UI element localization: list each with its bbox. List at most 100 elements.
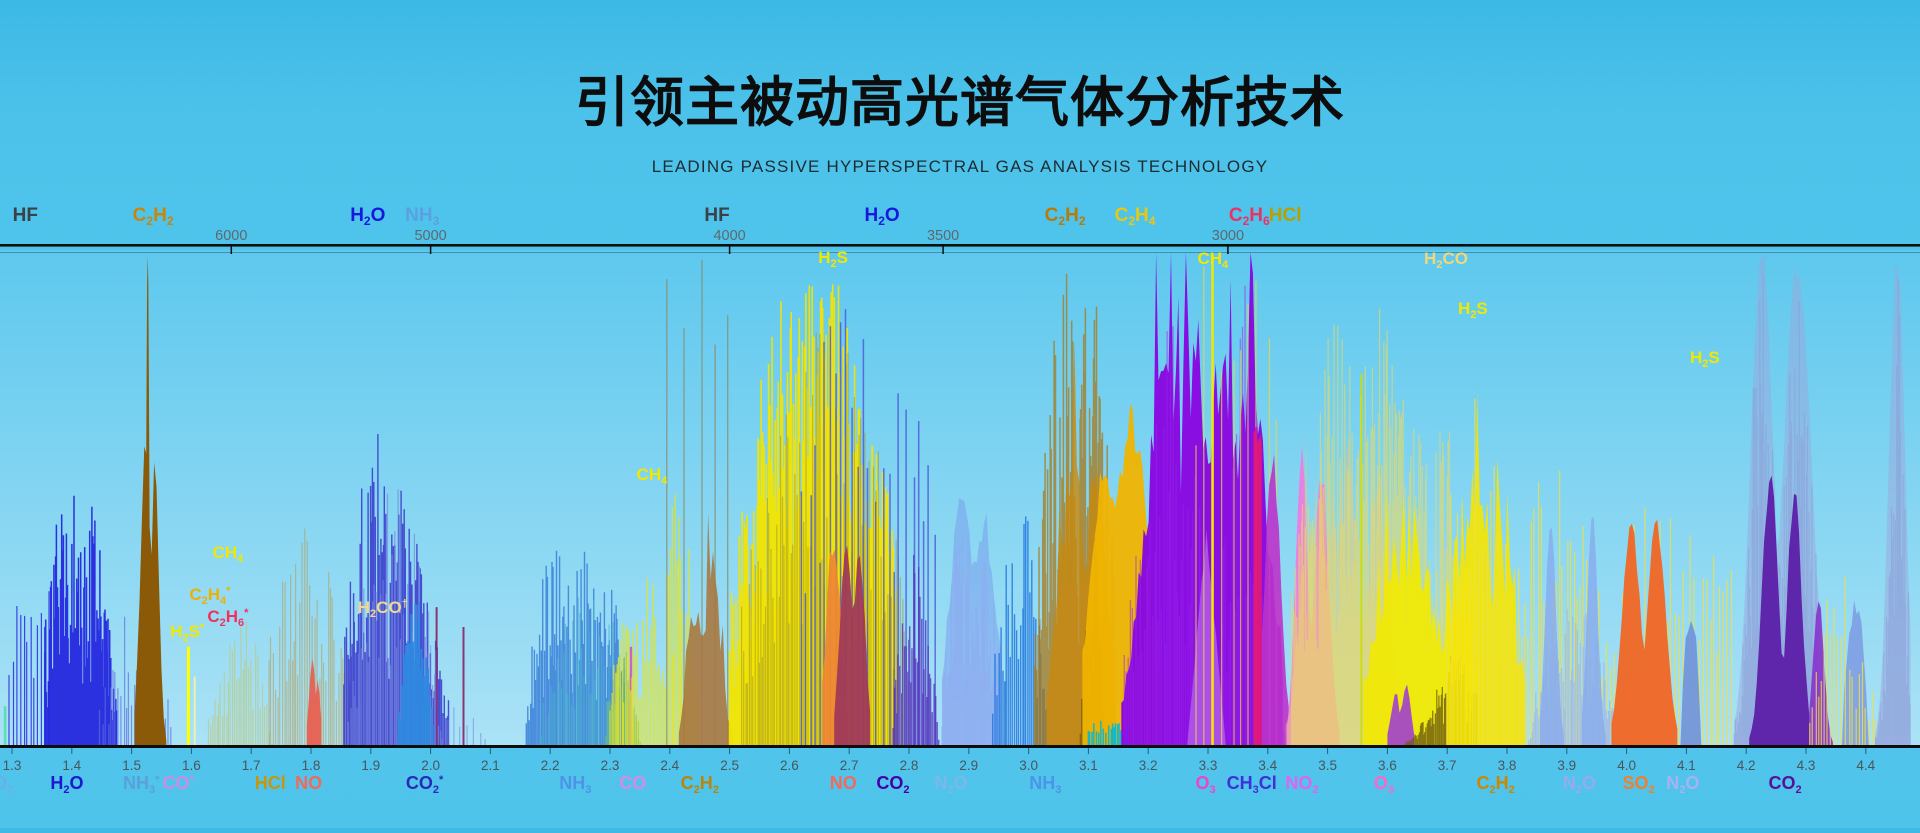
spectral-band bbox=[1875, 277, 1911, 746]
spectral-band bbox=[1680, 620, 1702, 746]
spectral-band bbox=[134, 446, 167, 746]
molecule-label-top: HF bbox=[704, 205, 729, 226]
molecule-label-top: C2H2 bbox=[133, 205, 174, 228]
molecule-label-bottom: N2O bbox=[1666, 773, 1699, 796]
bottom-tick-label: 2.4 bbox=[660, 758, 679, 773]
top-axis-line bbox=[0, 244, 1920, 247]
plot-label: CH4 bbox=[213, 543, 245, 565]
molecule-label-bottom: NH3* bbox=[123, 773, 160, 796]
spectral-band bbox=[1749, 475, 1809, 746]
molecule-label-bottom: C2H2 bbox=[681, 773, 719, 796]
molecule-label-top: H2O bbox=[864, 205, 899, 228]
molecule-label-bottom: NH3 bbox=[559, 773, 591, 796]
molecule-label-bottom: N2O bbox=[1563, 773, 1596, 796]
molecule-label-bottom: SO2 bbox=[1623, 773, 1655, 796]
molecule-label-bottom: HCl bbox=[255, 773, 286, 793]
molecule-label-bottom: C2H2 bbox=[1476, 773, 1514, 796]
spectral-band bbox=[892, 555, 940, 746]
spectral-band bbox=[678, 512, 733, 746]
spectral-band bbox=[834, 545, 871, 746]
molecule-label-top: NH3 bbox=[405, 205, 439, 228]
spectral-band bbox=[1809, 576, 1877, 746]
molecule-label-bottom: NO bbox=[295, 773, 322, 793]
molecule-label-top: C2H6 bbox=[1229, 205, 1270, 228]
spectral-band bbox=[145, 255, 151, 746]
spectral-band bbox=[306, 658, 322, 746]
page-title: 引领主被动高光谱气体分析技术 bbox=[575, 73, 1345, 133]
plot-label: H2CO† bbox=[358, 598, 408, 620]
bottom-tick-label: 1.4 bbox=[62, 758, 81, 773]
top-tick-label: 4000 bbox=[713, 228, 745, 244]
spectral-band bbox=[44, 495, 118, 746]
molecule-label-top: H2O bbox=[350, 205, 385, 228]
bottom-tick-label: 2.9 bbox=[959, 758, 978, 773]
molecule-label-bottom: O3 bbox=[1196, 773, 1216, 796]
molecule-label-bottom: O3 bbox=[1374, 773, 1394, 796]
molecule-label-bottom: N2O bbox=[934, 773, 967, 796]
plot-label: H2S bbox=[818, 248, 848, 270]
bottom-tick-label: 2.6 bbox=[780, 758, 799, 773]
top-tick-label: 3500 bbox=[927, 228, 959, 244]
bottom-tick-label: 3.5 bbox=[1318, 758, 1337, 773]
spectral-band bbox=[268, 528, 352, 746]
bottom-axis-line bbox=[0, 745, 1920, 748]
top-axis-subline bbox=[0, 252, 1920, 253]
plot-label: H2S bbox=[1690, 348, 1720, 370]
plot-label: H2S* bbox=[170, 622, 205, 644]
bottom-tick-label: 4.1 bbox=[1677, 758, 1696, 773]
spectral-band bbox=[941, 530, 1002, 746]
plot-label: CH4 bbox=[637, 465, 669, 487]
bottom-tick-label: 2.3 bbox=[601, 758, 620, 773]
bottom-tick-label: 4.4 bbox=[1856, 758, 1875, 773]
plot-label: C2H4* bbox=[189, 585, 231, 607]
spectral-band bbox=[1611, 519, 1678, 746]
bottom-tick-label: 3.2 bbox=[1139, 758, 1158, 773]
bottom-tick-label: 3.3 bbox=[1199, 758, 1218, 773]
bottom-tick-label: 2.1 bbox=[481, 758, 500, 773]
bottom-tick-label: 1.3 bbox=[3, 758, 22, 773]
bottom-tick-label: 4.2 bbox=[1737, 758, 1756, 773]
bottom-tick-label: 1.9 bbox=[361, 758, 380, 773]
spectral-band bbox=[1253, 426, 1262, 746]
bottom-tick-label: 2.2 bbox=[541, 758, 560, 773]
molecule-label-bottom: NO bbox=[830, 773, 857, 793]
top-tick-label: 5000 bbox=[414, 228, 446, 244]
molecule-label-bottom: NO2 bbox=[1285, 773, 1318, 796]
spectral-band bbox=[397, 601, 435, 746]
molecule-label-bottom: CO2* bbox=[406, 773, 444, 796]
top-tick-label: 3000 bbox=[1212, 228, 1244, 244]
plot-label: H2CO bbox=[1424, 249, 1468, 271]
bottom-tick-label: 3.7 bbox=[1438, 758, 1457, 773]
bottom-tick-label: 1.8 bbox=[302, 758, 321, 773]
molecule-label-bottom: H2O bbox=[50, 773, 83, 796]
molecule-label-top: C2H2 bbox=[1045, 205, 1086, 228]
bottom-tick-label: 2.5 bbox=[720, 758, 739, 773]
spectral-band bbox=[1187, 530, 1226, 746]
plot-label: C2H6* bbox=[207, 607, 249, 629]
spectral-band bbox=[207, 621, 273, 746]
plot-label: CH4 bbox=[1197, 249, 1229, 271]
bottom-tick-label: 1.5 bbox=[122, 758, 141, 773]
bottom-tick-label: 2.8 bbox=[900, 758, 919, 773]
molecule-label-bottom: NH3 bbox=[1029, 773, 1061, 796]
bottom-tick-label: 3.4 bbox=[1258, 758, 1277, 773]
bottom-tick-label: 2.0 bbox=[421, 758, 440, 773]
bottom-tick-label: 3.6 bbox=[1378, 758, 1397, 773]
bottom-tick-label: 4.0 bbox=[1617, 758, 1636, 773]
plot-label: H2S bbox=[1458, 299, 1488, 321]
molecule-label-bottom: CO2 bbox=[876, 773, 909, 796]
molecule-label-top: HF bbox=[13, 205, 38, 226]
bottom-tick-label: 3.8 bbox=[1498, 758, 1517, 773]
bottom-tick-label: 3.0 bbox=[1019, 758, 1038, 773]
spectral-band bbox=[666, 259, 729, 746]
molecule-label-bottom: CO bbox=[619, 773, 646, 793]
spectral-band bbox=[1387, 684, 1415, 746]
bottom-tick-label: 3.9 bbox=[1557, 758, 1576, 773]
page-subtitle: LEADING PASSIVE HYPERSPECTRAL GAS ANALYS… bbox=[651, 157, 1269, 176]
top-tick-label: 6000 bbox=[215, 228, 247, 244]
spectral-band bbox=[1539, 527, 1564, 746]
bottom-tick-label: 4.3 bbox=[1797, 758, 1816, 773]
spectral-band bbox=[1261, 454, 1289, 746]
